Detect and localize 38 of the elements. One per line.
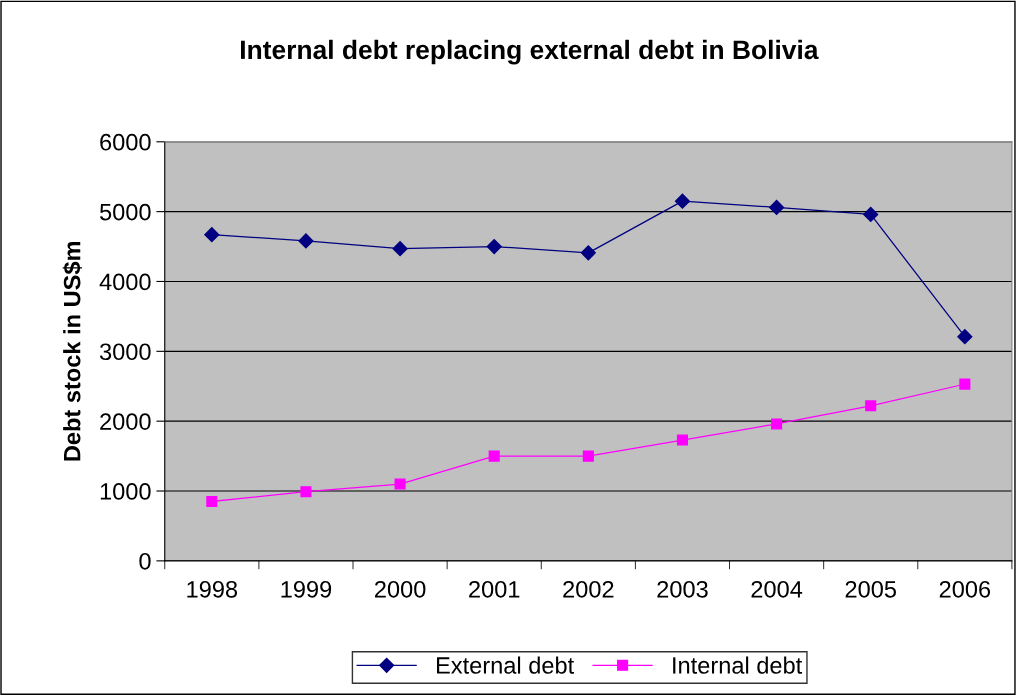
legend-label: External debt: [436, 656, 575, 674]
y-tick-label: 6000: [100, 133, 151, 151]
point: [863, 206, 879, 222]
point: [300, 486, 312, 498]
x-tick-label: 2001: [469, 580, 520, 598]
point: [771, 418, 783, 430]
point: [486, 238, 502, 255]
x-tick-label: 2000: [375, 580, 426, 598]
point: [392, 241, 408, 257]
point: [769, 199, 785, 216]
point: [865, 400, 877, 412]
point: [206, 495, 218, 508]
point: [488, 450, 500, 462]
point: [674, 193, 691, 209]
point: [957, 329, 973, 345]
x-tick-label: 1999: [281, 580, 332, 598]
point: [298, 233, 314, 249]
y-tick-label: 5000: [99, 203, 151, 221]
x-tick-label: 2006: [939, 580, 991, 598]
point: [580, 245, 596, 261]
chart-title: Internal debt replacing external debt in Bolivia: [241, 39, 819, 65]
y-tick-label: 2000: [100, 413, 151, 430]
legend-label: Internal debt: [673, 656, 803, 674]
x-tick-label: 2005: [845, 580, 896, 598]
x-tick-label: 2003: [657, 580, 708, 598]
x-tick-label: 2002: [563, 580, 614, 598]
y-tick-label: 3000: [99, 343, 151, 361]
point: [204, 227, 220, 243]
y-tick-label: 0: [139, 552, 151, 570]
y-tick-label: 4000: [99, 273, 151, 291]
x-tick-label: 1998: [187, 580, 238, 598]
y-axis-title: Debt stock in US$m: [62, 241, 82, 461]
x-tick-label: 2004: [751, 580, 803, 598]
y-tick-label: 1000: [100, 483, 151, 500]
point: [582, 450, 594, 462]
point: [959, 378, 971, 390]
point: [676, 434, 689, 446]
point: [394, 478, 406, 490]
